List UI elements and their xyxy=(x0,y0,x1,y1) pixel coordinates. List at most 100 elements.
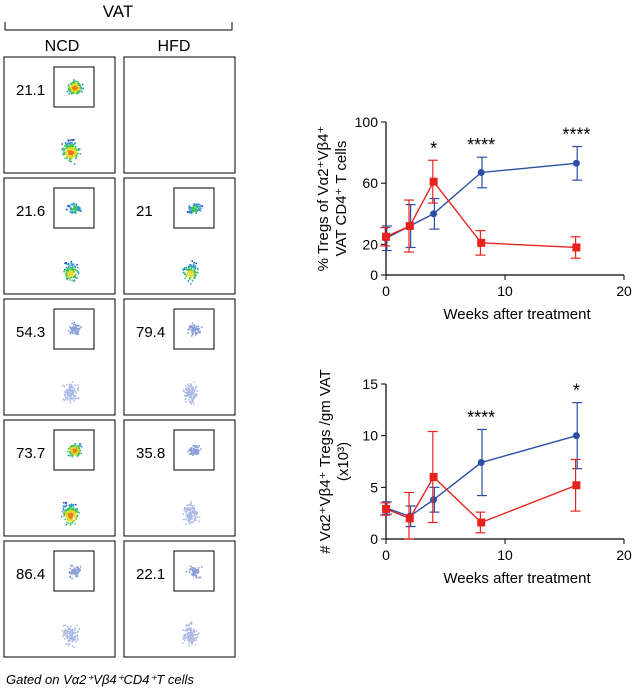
event-dot xyxy=(71,208,74,210)
event-dot xyxy=(65,274,67,277)
event-dot xyxy=(191,643,193,645)
event-dot xyxy=(71,264,73,266)
event-dot xyxy=(77,152,79,155)
event-dot xyxy=(191,391,194,393)
event-dot xyxy=(75,515,77,517)
event-dot xyxy=(70,273,72,275)
event-dot xyxy=(67,509,69,511)
event-dot xyxy=(68,160,70,162)
event-dot xyxy=(191,634,194,636)
event-dot xyxy=(73,151,76,153)
event-dot xyxy=(188,396,191,398)
event-dot xyxy=(77,330,80,332)
event-dot xyxy=(188,269,191,271)
gate-percent-label: 21.6 xyxy=(16,203,45,220)
event-dot xyxy=(196,514,198,516)
event-dot xyxy=(190,384,192,386)
event-dot xyxy=(66,278,68,281)
event-dot xyxy=(190,329,193,331)
event-dot xyxy=(198,632,200,635)
event-dot xyxy=(65,512,67,515)
event-dot xyxy=(61,510,64,513)
event-dot xyxy=(75,156,78,159)
event-dot xyxy=(73,143,76,145)
event-dot xyxy=(74,329,77,331)
event-dot xyxy=(195,208,198,211)
event-dot xyxy=(190,266,192,268)
event-dot xyxy=(186,634,189,636)
event-dot xyxy=(193,447,196,450)
event-dot xyxy=(190,273,193,275)
event-dot xyxy=(188,388,190,390)
event-dot xyxy=(64,505,67,507)
event-dot xyxy=(60,515,63,518)
event-dot xyxy=(195,332,198,335)
event-dot xyxy=(192,515,195,517)
event-dot xyxy=(74,84,77,87)
event-dot xyxy=(196,445,198,448)
event-dot xyxy=(191,392,193,394)
event-dot xyxy=(71,142,73,144)
event-dot xyxy=(73,328,75,331)
event-dot xyxy=(187,639,189,641)
event-dot xyxy=(192,520,195,523)
event-dot xyxy=(76,571,78,573)
event-dot xyxy=(192,208,194,210)
event-dot xyxy=(72,83,74,86)
event-dot xyxy=(66,154,68,156)
event-dot xyxy=(183,507,186,509)
event-dot xyxy=(71,275,74,278)
event-dot xyxy=(187,389,189,391)
event-dot xyxy=(192,638,194,640)
event-dot xyxy=(75,269,77,272)
event-dot xyxy=(76,454,78,457)
event-dot xyxy=(193,574,196,576)
event-dot xyxy=(70,395,72,397)
event-dot xyxy=(76,569,78,571)
event-dot xyxy=(193,512,196,515)
event-dot xyxy=(69,506,71,508)
event-dot xyxy=(69,389,72,391)
event-dot xyxy=(193,205,195,207)
event-dot xyxy=(197,446,199,449)
event-dot xyxy=(187,636,189,638)
event-dot xyxy=(76,634,79,636)
event-dot xyxy=(194,387,197,389)
event-dot xyxy=(74,326,76,329)
event-dot xyxy=(68,630,70,633)
x-axis-label: Weeks after treatment xyxy=(443,570,591,587)
event-dot xyxy=(74,266,77,268)
event-dot xyxy=(69,575,72,578)
event-dot xyxy=(68,271,70,273)
event-dot xyxy=(68,643,71,645)
event-dot xyxy=(184,637,186,640)
hfd-data-point xyxy=(477,238,486,247)
event-dot xyxy=(80,452,82,455)
event-dot xyxy=(74,573,76,575)
flow-plot-frame xyxy=(3,540,116,658)
event-dot xyxy=(187,385,190,387)
event-dot xyxy=(68,397,71,400)
event-dot xyxy=(185,519,188,521)
event-dot xyxy=(75,203,78,206)
event-dot xyxy=(75,503,77,506)
event-dot xyxy=(75,153,77,155)
event-dot xyxy=(79,210,82,212)
ncd-data-point xyxy=(430,496,438,504)
event-dot xyxy=(195,395,197,398)
flow-plot-frame xyxy=(3,56,116,174)
event-dot xyxy=(69,524,72,526)
event-dot xyxy=(73,449,75,451)
event-dot xyxy=(76,330,79,333)
event-dot xyxy=(195,275,197,277)
event-dot xyxy=(76,567,78,569)
event-dot xyxy=(195,630,198,632)
event-dot xyxy=(73,395,75,397)
event-dot xyxy=(193,203,196,205)
event-dot xyxy=(75,452,77,455)
event-dot xyxy=(182,629,184,631)
event-dot xyxy=(182,636,184,638)
event-dot xyxy=(197,331,200,333)
event-dot xyxy=(72,450,74,452)
event-dot xyxy=(65,389,67,391)
